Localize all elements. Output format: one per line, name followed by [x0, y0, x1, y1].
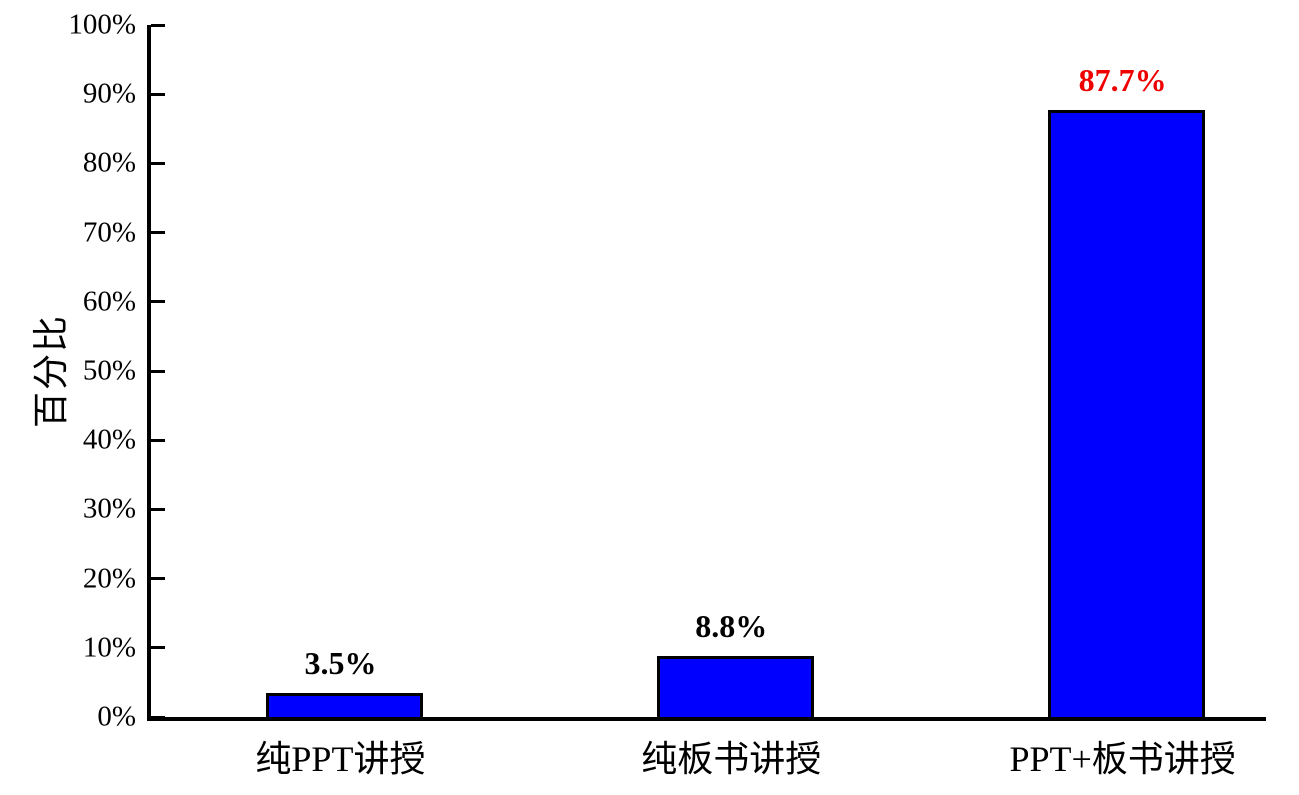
y-axis-tick: [151, 300, 165, 304]
bar-value-label-3: 87.7%: [1078, 62, 1167, 99]
y-axis-tick-label: 60%: [82, 285, 136, 318]
y-axis-tick-label: 100%: [68, 8, 136, 41]
bar-value-label-2: 8.8%: [695, 608, 768, 645]
plot-area: [147, 23, 1266, 721]
x-axis-category-label-3: PPT+板书讲授: [1009, 739, 1236, 779]
y-axis-tick-label: 70%: [82, 216, 136, 249]
y-axis-tick-label: 10%: [82, 631, 136, 664]
y-axis-tick-label: 30%: [82, 492, 136, 525]
y-axis-title: 百分比: [31, 313, 71, 429]
y-axis-tick-label: 90%: [82, 77, 136, 110]
y-axis-tick-label: 20%: [82, 562, 136, 595]
y-axis-tick: [151, 161, 165, 165]
y-axis-tick: [151, 507, 165, 511]
y-axis-tick: [151, 715, 165, 719]
x-axis-category-label-2: 纯板书讲授: [641, 739, 822, 779]
bar-value-label-1: 3.5%: [304, 644, 377, 681]
y-axis-tick: [151, 369, 165, 373]
bar-3: [1048, 110, 1206, 717]
y-axis-tick-label: 80%: [82, 146, 136, 179]
y-axis-tick: [151, 92, 165, 96]
bar-2: [656, 656, 814, 717]
y-axis-tick: [151, 438, 165, 442]
y-axis-tick: [151, 577, 165, 581]
x-axis-category-label-1: 纯PPT讲授: [255, 739, 426, 779]
y-axis-tick-label: 50%: [82, 354, 136, 387]
y-axis-tick-label: 0%: [97, 700, 136, 733]
bar-1: [265, 692, 423, 717]
y-axis-tick: [151, 231, 165, 235]
y-axis-tick-label: 40%: [82, 423, 136, 456]
y-axis-tick: [151, 646, 165, 650]
y-axis-tick: [151, 23, 165, 27]
